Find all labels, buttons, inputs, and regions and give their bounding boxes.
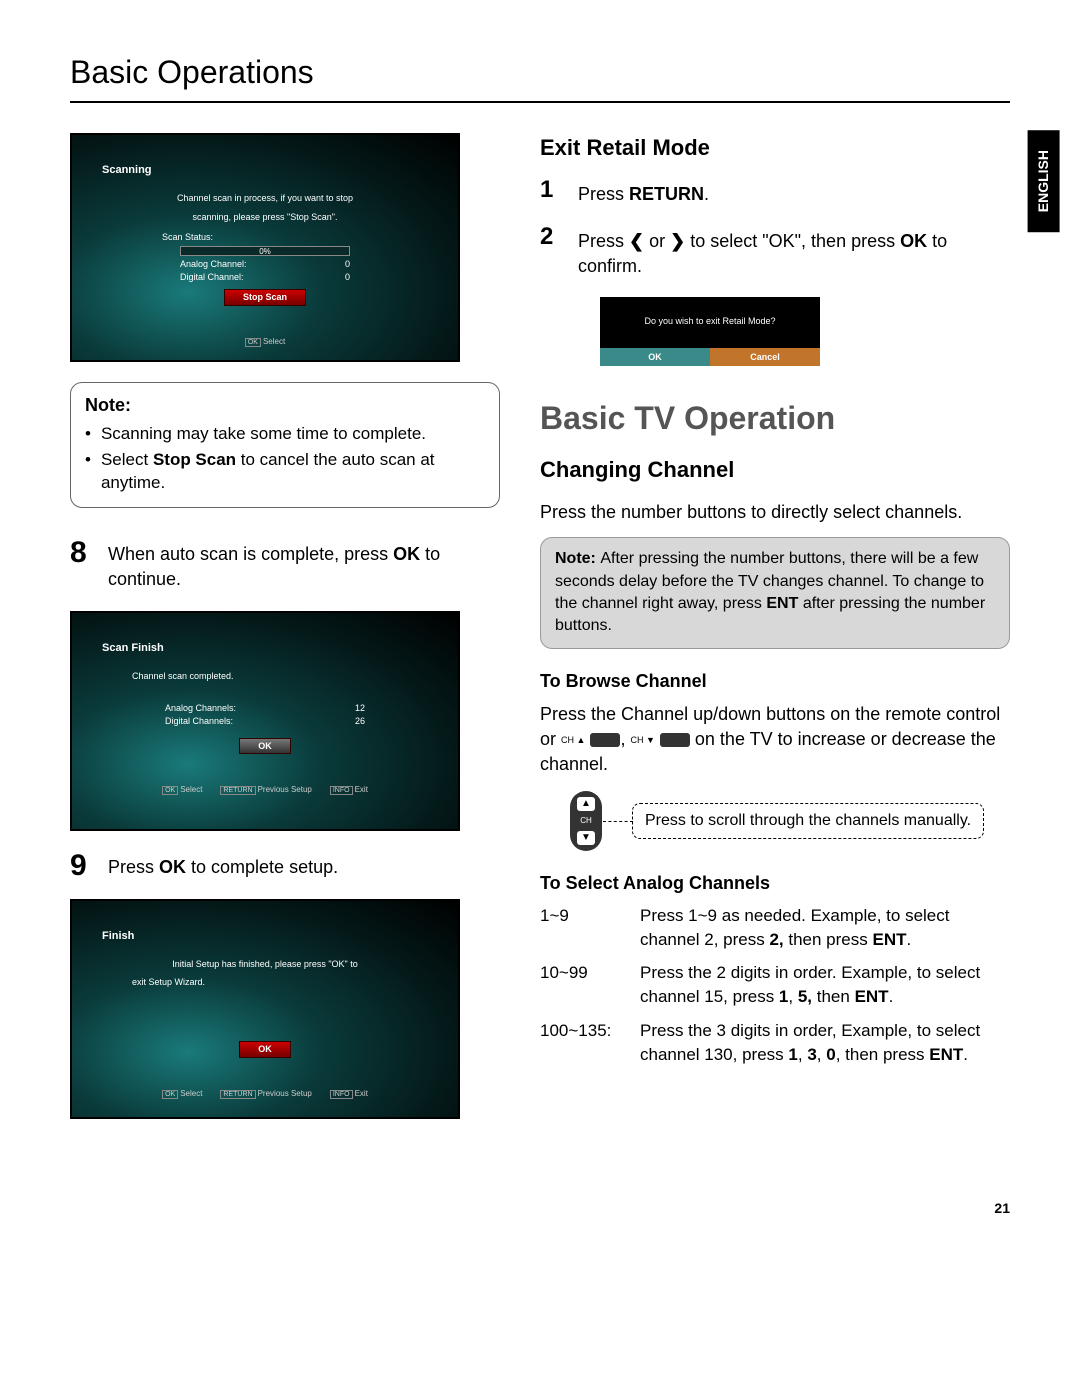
exit-step-2: 2 Press ❮ or ❯ to select "OK", then pres… [540, 225, 1010, 279]
tv-screenshot-scan-finish: Scan Finish Channel scan completed. Anal… [70, 611, 460, 831]
select-analog-heading: To Select Analog Channels [540, 871, 1010, 896]
step-number: 8 [70, 538, 92, 568]
digital-value: 0 [345, 271, 350, 284]
analog-row: 1~9 Press 1~9 as needed. Example, to sel… [540, 904, 1010, 952]
right-arrow-icon: ❯ [670, 231, 685, 251]
left-column: Scanning Channel scan in process, if you… [70, 133, 500, 1139]
tv-button-icon [590, 733, 620, 747]
tv-msg: Initial Setup has finished, please press… [92, 958, 438, 971]
channel-rocker-figure: ▲ CH ▼ Press to scroll through the chann… [570, 791, 1010, 850]
note-title: Note: [85, 393, 485, 418]
digital-value: 26 [355, 715, 365, 728]
footer-label: Exit [355, 785, 368, 794]
step-number: 1 [540, 178, 562, 202]
analog-value: 12 [355, 702, 365, 715]
ch-up-label: CH ▲ [561, 735, 585, 745]
channel-up-icon: ▲ [577, 797, 595, 811]
page-number: 21 [70, 1199, 1010, 1219]
analog-desc: Press 1~9 as needed. Example, to select … [640, 904, 1010, 952]
footer-label: Previous Setup [258, 785, 312, 794]
analog-range: 1~9 [540, 904, 620, 952]
analog-range: 10~99 [540, 961, 620, 1009]
tv-title: Scan Finish [102, 641, 438, 656]
step-number: 2 [540, 225, 562, 249]
browse-channel-text: Press the Channel up/down buttons on the… [540, 702, 1010, 778]
footer-label: Select [180, 785, 202, 794]
ok-button: OK [239, 738, 291, 755]
footer-key: INFO [330, 1090, 353, 1099]
tv-title: Finish [102, 929, 438, 944]
footer-key: INFO [330, 786, 353, 795]
tv-msg: Channel scan completed. [132, 670, 438, 683]
footer-label: Select [180, 1089, 202, 1098]
exit-step-1: 1 Press RETURN. [540, 178, 1010, 207]
stop-scan-button: Stop Scan [224, 289, 306, 306]
step-text: When auto scan is complete, press OK to … [108, 538, 500, 592]
scan-status-label: Scan Status: [162, 231, 438, 244]
exit-retail-heading: Exit Retail Mode [540, 133, 1010, 164]
digital-label: Digital Channels: [165, 715, 233, 728]
note-item: Select Stop Scan to cancel the auto scan… [85, 448, 485, 496]
step-text: Press RETURN. [578, 178, 1010, 207]
dialog-ok-button: OK [600, 348, 710, 367]
analog-value: 0 [345, 258, 350, 271]
footer-label: Exit [355, 1089, 368, 1098]
ch-down-label: CH ▼ [630, 735, 654, 745]
analog-range: 100~135: [540, 1019, 620, 1067]
left-arrow-icon: ❮ [629, 231, 644, 251]
rocker-callout: Press to scroll through the channels man… [632, 803, 984, 839]
footer-key: OK [162, 786, 178, 795]
tv-screenshot-finish: Finish Initial Setup has finished, pleas… [70, 899, 460, 1119]
analog-row: 10~99 Press the 2 digits in order. Examp… [540, 961, 1010, 1009]
footer-key: OK [245, 338, 261, 347]
dialog-question: Do you wish to exit Retail Mode? [600, 315, 820, 348]
rocker-label: CH [580, 815, 592, 826]
digital-label: Digital Channel: [180, 271, 244, 284]
changing-channel-heading: Changing Channel [540, 455, 1010, 486]
footer-key: RETURN [220, 786, 255, 795]
step-8: 8 When auto scan is complete, press OK t… [70, 538, 500, 592]
note-box: Note: Scanning may take some time to com… [70, 382, 500, 509]
progress-pct: 0% [259, 246, 271, 257]
tv-button-icon [660, 733, 690, 747]
channel-down-icon: ▼ [577, 831, 595, 845]
ok-button: OK [239, 1041, 291, 1058]
exit-retail-dialog: Do you wish to exit Retail Mode? OK Canc… [600, 297, 820, 366]
tv-msg: scanning, please press "Stop Scan". [92, 211, 438, 224]
step-text: Press ❮ or ❯ to select "OK", then press … [578, 225, 1010, 279]
tv-title: Scanning [102, 163, 438, 178]
channel-rocker: ▲ CH ▼ [570, 791, 602, 850]
analog-label: Analog Channel: [180, 258, 247, 271]
browse-channel-heading: To Browse Channel [540, 669, 1010, 694]
tv-screenshot-scanning: Scanning Channel scan in process, if you… [70, 133, 460, 362]
note-item: Scanning may take some time to complete. [85, 422, 485, 446]
dialog-cancel-button: Cancel [710, 348, 820, 367]
progress-bar: 0% [180, 246, 350, 256]
page-title: Basic Operations [70, 50, 1010, 103]
footer-label: Select [263, 337, 285, 346]
step-9: 9 Press OK to complete setup. [70, 851, 500, 881]
footer-key: RETURN [220, 1090, 255, 1099]
basic-tv-heading: Basic TV Operation [540, 396, 1010, 441]
analog-desc: Press the 3 digits in order, Example, to… [640, 1019, 1010, 1067]
footer-label: Previous Setup [258, 1089, 312, 1098]
footer-key: OK [162, 1090, 178, 1099]
step-text: Press OK to complete setup. [108, 851, 500, 880]
analog-label: Analog Channels: [165, 702, 236, 715]
language-tab: ENGLISH [1028, 130, 1060, 232]
tv-msg: Channel scan in process, if you want to … [92, 192, 438, 205]
note-gray-box: Note: After pressing the number buttons,… [540, 537, 1010, 649]
analog-row: 100~135: Press the 3 digits in order, Ex… [540, 1019, 1010, 1067]
changing-channel-text: Press the number buttons to directly sel… [540, 500, 1010, 525]
right-column: Exit Retail Mode 1 Press RETURN. 2 Press… [540, 133, 1010, 1139]
analog-desc: Press the 2 digits in order. Example, to… [640, 961, 1010, 1009]
step-number: 9 [70, 851, 92, 881]
tv-msg: exit Setup Wizard. [132, 976, 438, 989]
